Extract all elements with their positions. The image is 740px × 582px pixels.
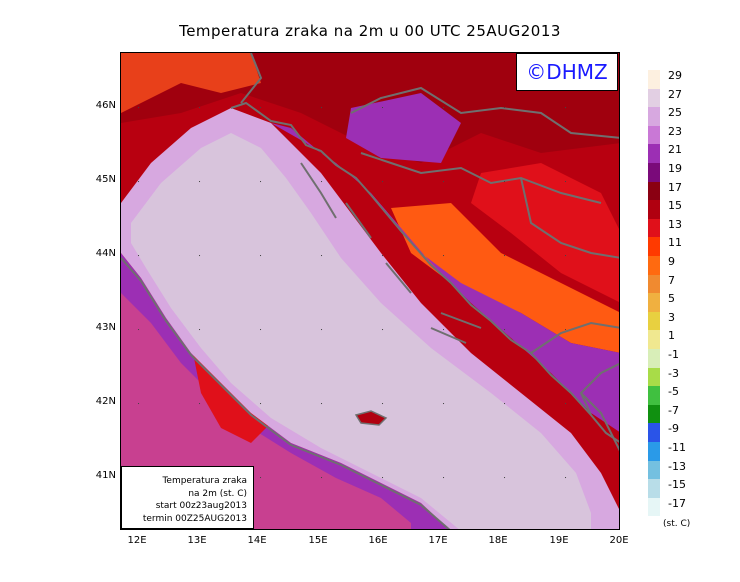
lon-label-16e: 16E: [368, 535, 388, 546]
lon-label-20e: 20E: [609, 535, 629, 546]
lat-label-42n: 42N: [95, 396, 116, 407]
legend-label: 1: [668, 329, 675, 343]
legend-label: 3: [668, 310, 675, 324]
legend-label: 25: [668, 106, 682, 120]
lat-label-43n: 43N: [95, 322, 116, 333]
legend-swatch: [648, 181, 660, 201]
legend-swatch: [648, 497, 660, 517]
legend-swatch: [648, 274, 660, 294]
legend-swatch: [648, 404, 660, 424]
lat-label-41n: 41N: [95, 470, 116, 481]
legend-swatch: [648, 218, 660, 238]
lon-label-19e: 19E: [549, 535, 569, 546]
legend-swatch: [648, 330, 660, 349]
lon-label-13e: 13E: [187, 535, 207, 546]
legend-swatch: [648, 293, 660, 312]
info-line-unit: na 2m (st. C): [188, 488, 247, 499]
legend-label: 23: [668, 124, 682, 138]
legend-label: -1: [668, 348, 679, 361]
legend-label: 11: [668, 236, 682, 250]
lon-label-12e: 12E: [127, 535, 147, 546]
legend-swatch: [648, 442, 660, 461]
legend-unit: (st. C): [663, 519, 691, 529]
map-title: Temperatura zraka na 2m u 00 UTC 25AUG20…: [179, 22, 561, 40]
lon-label-15e: 15E: [308, 535, 328, 546]
legend-swatch: [648, 423, 660, 442]
legend-label: -7: [668, 403, 679, 417]
legend-label: -11: [668, 441, 686, 454]
legend-swatch: [648, 163, 660, 182]
legend-swatch: [648, 479, 660, 498]
legend-label: -5: [668, 385, 679, 399]
legend-label: 5: [668, 292, 675, 306]
info-line-title: Temperatura zraka: [162, 476, 247, 486]
dhmz-logo: ©DHMZ: [516, 53, 618, 91]
legend-swatch: [648, 125, 660, 145]
legend-swatch: [648, 460, 660, 480]
lon-label-18e: 18E: [488, 535, 508, 546]
legend-label: 17: [668, 180, 682, 194]
legend-swatch: [648, 70, 660, 89]
legend-label: -9: [668, 422, 679, 436]
legend-swatch: [648, 88, 660, 108]
lon-label-17e: 17E: [428, 535, 448, 546]
info-box: Temperatura zraka na 2m (st. C) start 00…: [121, 466, 254, 529]
legend-label: 27: [668, 87, 682, 101]
info-line-start: start 00z23aug2013: [155, 501, 247, 511]
lat-label-46n: 46N: [95, 100, 116, 111]
legend-swatch: [648, 386, 660, 405]
legend-swatch: [648, 144, 660, 163]
legend-label: 13: [668, 217, 682, 231]
info-line-termin: termin 00Z25AUG2013: [142, 513, 247, 524]
lat-label-45n: 45N: [95, 174, 116, 185]
map-canvas: [121, 53, 619, 529]
legend-swatch: [648, 256, 660, 275]
legend-label: 7: [668, 273, 675, 287]
legend-swatch: [648, 107, 660, 126]
legend-swatch: [648, 367, 660, 387]
legend-label: 29: [668, 69, 682, 82]
lon-label-14e: 14E: [247, 535, 267, 546]
lat-label-44n: 44N: [95, 248, 116, 259]
legend-label: -17: [668, 496, 686, 510]
legend-label: 19: [668, 162, 682, 175]
grid-dots: [121, 53, 619, 529]
legend-swatch: [648, 311, 660, 331]
legend-swatch: [648, 349, 660, 368]
legend-label: -13: [668, 459, 686, 473]
legend-label: 15: [668, 199, 682, 213]
temperature-map: [120, 52, 620, 530]
legend-swatch: [648, 237, 660, 256]
legend-label: 21: [668, 143, 682, 157]
legend-label: -3: [668, 366, 679, 380]
legend-label: -15: [668, 478, 686, 492]
legend-label: 9: [668, 255, 675, 268]
legend-swatch: [648, 200, 660, 219]
